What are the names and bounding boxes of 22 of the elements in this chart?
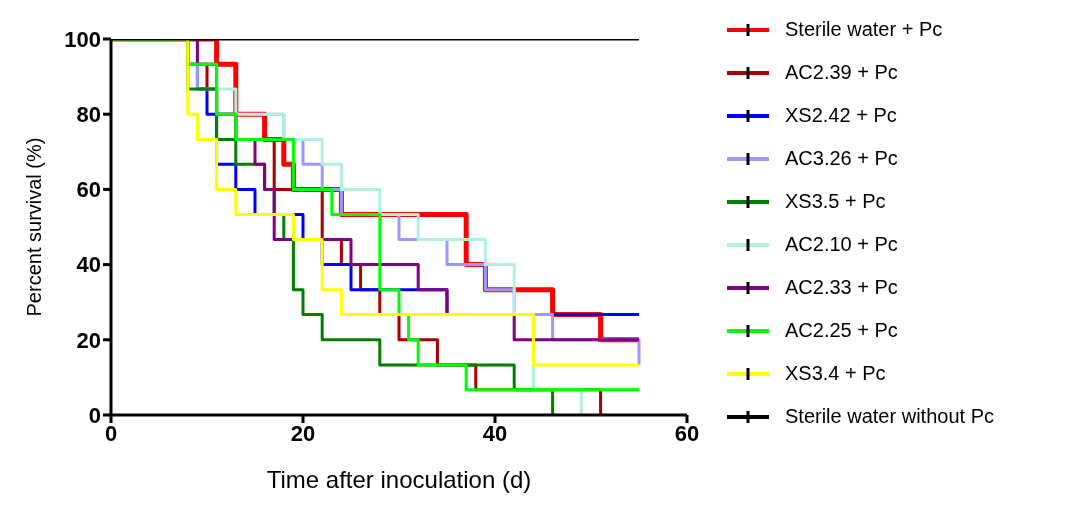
- x-axis-title: Time after inoculation (d): [266, 466, 532, 493]
- legend-label: XS3.5 + Pc: [785, 190, 886, 213]
- legend-label: AC3.26 + Pc: [785, 147, 898, 170]
- y-axis-title: Percent survival (%): [23, 137, 46, 317]
- y-tick-label: 80: [76, 102, 101, 128]
- legend-label: XS3.4 + Pc: [785, 362, 886, 385]
- legend-label: AC2.25 + Pc: [785, 319, 898, 342]
- legend-label: AC2.39 + Pc: [785, 61, 898, 84]
- y-tick-label: 60: [76, 177, 101, 203]
- legend-label: XS2.42 + Pc: [785, 104, 897, 127]
- x-tick-label: 0: [104, 420, 118, 446]
- x-tick-label: 20: [290, 420, 316, 446]
- y-tick-label: 0: [88, 402, 101, 428]
- legend-label: Sterile water + Pc: [785, 18, 943, 41]
- legend-label: AC2.10 + Pc: [785, 233, 898, 256]
- y-tick-label: 100: [64, 26, 101, 52]
- legend-label: AC2.33 + Pc: [785, 276, 898, 299]
- x-tick-label: 60: [674, 420, 700, 446]
- legend-label: Sterile water without Pc: [785, 405, 994, 428]
- y-tick-label: 40: [76, 252, 101, 278]
- y-tick-label: 20: [76, 327, 101, 353]
- x-tick-label: 40: [482, 420, 508, 446]
